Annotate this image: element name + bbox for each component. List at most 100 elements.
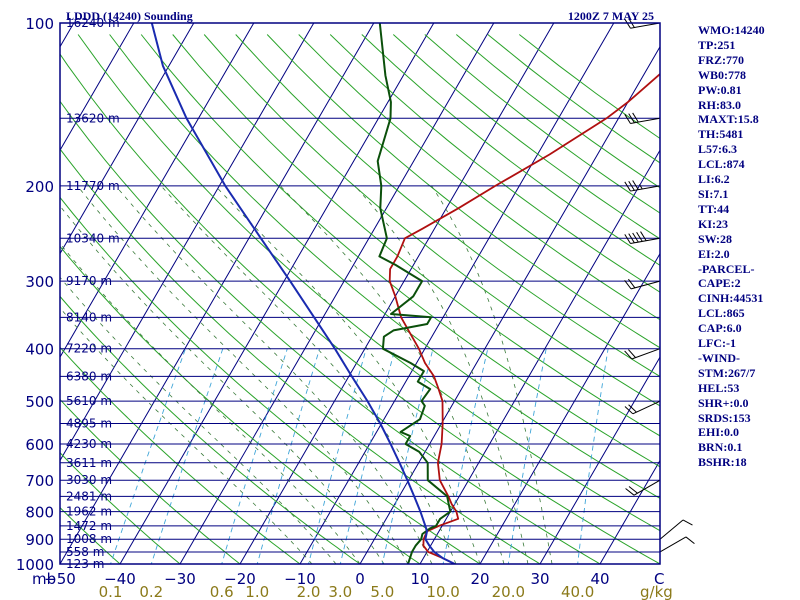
mixing-ratio-line (442, 348, 489, 564)
dry-adiabat-line (60, 452, 181, 564)
index-entry: EHI:0.0 (698, 425, 740, 440)
mixing-ratio-line (308, 348, 367, 564)
height-label: 9170 m (66, 274, 112, 288)
isotherm-line (599, 459, 660, 564)
index-entry: SHR+:0.0 (698, 395, 749, 410)
dry-adiabat-line (361, 34, 660, 266)
temperature-tick-label: 30 (530, 570, 549, 588)
parcel-trace (150, 23, 456, 564)
index-entry: BSHR:18 (698, 455, 747, 470)
height-label: 3030 m (66, 473, 112, 487)
height-label: 6380 m (66, 369, 112, 383)
height-label: 1008 m (66, 532, 112, 546)
sounding-traces (150, 23, 660, 564)
index-entry: CINH:44531 (698, 291, 764, 306)
temperature-tick-label: −30 (164, 570, 196, 588)
isotherm-line (60, 23, 195, 255)
index-entry: WB0:778 (698, 67, 746, 82)
mixing-ratio-line (507, 348, 547, 564)
isotherm-line (539, 356, 660, 564)
pressure-axis: 100 200 300 400 500 600 700 800 900 1000 (16, 15, 54, 574)
index-entry: FRZ:770 (698, 52, 744, 67)
wind-barb (624, 180, 661, 192)
indices-panel: WMO:14240 TP:251 FRZ:770 WB0:778 PW:0.81 RH:8… (698, 23, 765, 470)
mixing-ratio-line (110, 348, 186, 564)
mixing-ratio-tick-label: 0.2 (139, 583, 163, 600)
dry-adiabat-line (60, 506, 121, 564)
moist-adiabat-line (77, 185, 409, 564)
wind-barb (625, 479, 661, 496)
mixing-ratio-line (339, 348, 396, 564)
index-entry: RH:83.0 (698, 97, 741, 112)
index-entry: LFC:-1 (698, 336, 736, 351)
index-entry: WMO:14240 (698, 23, 765, 37)
index-entry: STM:267/7 (698, 365, 756, 380)
height-label: 1472 m (66, 519, 112, 533)
height-label: 558 m (66, 545, 104, 559)
dry-adiabat-line (109, 34, 660, 499)
isotherm-line (119, 23, 435, 564)
wind-barb (624, 231, 661, 244)
index-entry: SI:7.1 (698, 186, 729, 201)
height-label: 4230 m (66, 437, 112, 451)
height-label: 7220 m (66, 342, 112, 356)
dry-adiabat-line (60, 196, 481, 564)
mixing-ratio-tick-label: 2.0 (297, 583, 321, 600)
pressure-tick-label: 800 (25, 504, 54, 522)
mixing-ratio-tick-label: 20.0 (492, 583, 525, 600)
isotherm-line (419, 149, 660, 564)
height-label: 10340 m (66, 231, 120, 245)
temperature-tick-label: 40 (590, 570, 609, 588)
chart-title: LDDD (14240) Sounding (66, 9, 193, 23)
mixing-ratio-tick-label: 3.0 (328, 583, 352, 600)
pressure-tick-label: 200 (25, 178, 54, 196)
dry-adiabat-line (329, 34, 660, 293)
height-label: 3611 m (66, 456, 112, 470)
temperature-tick-label: −10 (284, 570, 316, 588)
isotherm-line (179, 23, 495, 564)
index-entry: EI:2.0 (698, 246, 730, 261)
wind-barbs (624, 18, 695, 553)
dry-adiabat-line (203, 34, 660, 407)
height-label: 11770 m (66, 179, 120, 193)
dry-adiabat-line (60, 53, 660, 564)
index-entry: LI:6.2 (698, 172, 730, 187)
mixing-ratio-tick-label: 5.0 (370, 583, 394, 600)
temperature-tick-label: 20 (470, 570, 489, 588)
wind-barb (624, 278, 661, 290)
index-entry: LCL:874 (698, 157, 745, 172)
mixing-ratio-line (221, 348, 288, 564)
grid-lines (60, 23, 660, 564)
pressure-tick-label: 1000 (16, 556, 54, 574)
dry-adiabat-line (60, 245, 421, 564)
index-entry: PW:0.81 (698, 82, 742, 97)
pressure-tick-label: 100 (25, 15, 54, 33)
index-entry: L57:6.3 (698, 142, 737, 157)
plot-frame (59, 22, 661, 565)
mixing-ratio-tick-label: 0.1 (99, 583, 123, 600)
pressure-tick-label: 700 (25, 472, 54, 490)
dry-adiabat-line (172, 34, 660, 437)
mixing-ratio-line (381, 348, 434, 564)
height-labels: 16240 m 13620 m 11770 m 10340 m 9170 m 8140 m… (66, 16, 120, 571)
moist-adiabat-line (60, 276, 337, 564)
mixing-ratio-line (150, 348, 224, 564)
wind-barb (624, 400, 661, 415)
temperature-axis: −50 −40 −30 −20 −10 0 10 20 30 40 (44, 570, 609, 588)
dewpoint-trace (376, 23, 452, 564)
dry-adiabat-line (60, 148, 541, 564)
moist-adiabat-line (354, 185, 529, 564)
mixing-ratio-tick-label: 0.6 (210, 583, 234, 600)
temperature-trace (388, 72, 660, 564)
pressure-tick-label: 400 (25, 341, 54, 359)
dry-adiabat-line (60, 295, 361, 564)
index-entry: CAP:6.0 (698, 321, 742, 336)
index-entry: -PARCEL- (698, 261, 755, 276)
isotherm-line (299, 23, 615, 564)
isotherm-line (60, 23, 135, 152)
temperature-tick-label: 10 (410, 570, 429, 588)
height-label: 8140 m (66, 310, 112, 324)
index-entry: KI:23 (698, 216, 728, 231)
height-label: 2481 m (66, 489, 112, 503)
